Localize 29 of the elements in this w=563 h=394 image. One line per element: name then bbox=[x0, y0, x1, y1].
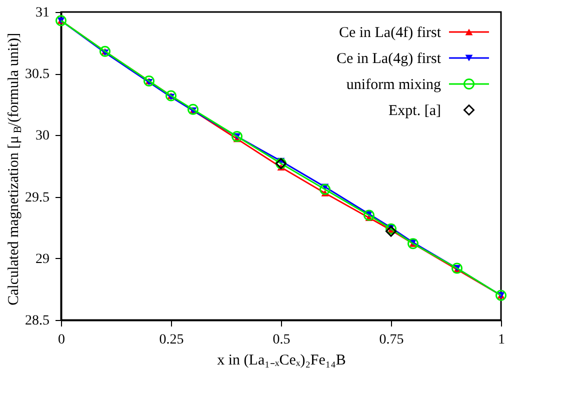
point bbox=[386, 223, 396, 234]
point bbox=[496, 290, 506, 301]
x-axis-title: x in (La₁₋ₓCeₓ)₂Fe₁₄B bbox=[217, 352, 346, 368]
y-axis-title: Calculated magnetization [μB/(formula unit)] bbox=[6, 32, 24, 306]
point bbox=[386, 226, 396, 237]
point bbox=[320, 184, 330, 195]
point bbox=[188, 104, 198, 115]
legend-label: uniform mixing bbox=[346, 77, 442, 93]
point bbox=[408, 238, 418, 250]
point bbox=[166, 90, 176, 102]
x-tick-label: 0.5 bbox=[272, 332, 290, 348]
y-tick-label: 29 bbox=[36, 252, 50, 267]
point bbox=[452, 262, 462, 274]
x-tick-label: 0.75 bbox=[379, 332, 404, 348]
legend-label: Ce in La(4f) first bbox=[338, 25, 442, 41]
point bbox=[100, 46, 110, 57]
point bbox=[232, 130, 242, 142]
y-tick-label: 30 bbox=[36, 128, 50, 144]
y-tick-label: 29.5 bbox=[25, 190, 50, 206]
x-tick-label: 1 bbox=[498, 332, 505, 348]
point bbox=[364, 210, 374, 221]
legend-label: Expt. [a] bbox=[388, 103, 441, 119]
y-tick-label: 31 bbox=[36, 6, 50, 20]
y-tick-label: 30.5 bbox=[25, 67, 50, 82]
x-tick-label: 0.25 bbox=[159, 332, 184, 348]
legend-label: Ce in La(4g) first bbox=[336, 51, 442, 67]
y-tick-label: 28.5 bbox=[25, 314, 50, 328]
x-tick-label: 0 bbox=[58, 332, 65, 348]
point bbox=[56, 15, 66, 26]
